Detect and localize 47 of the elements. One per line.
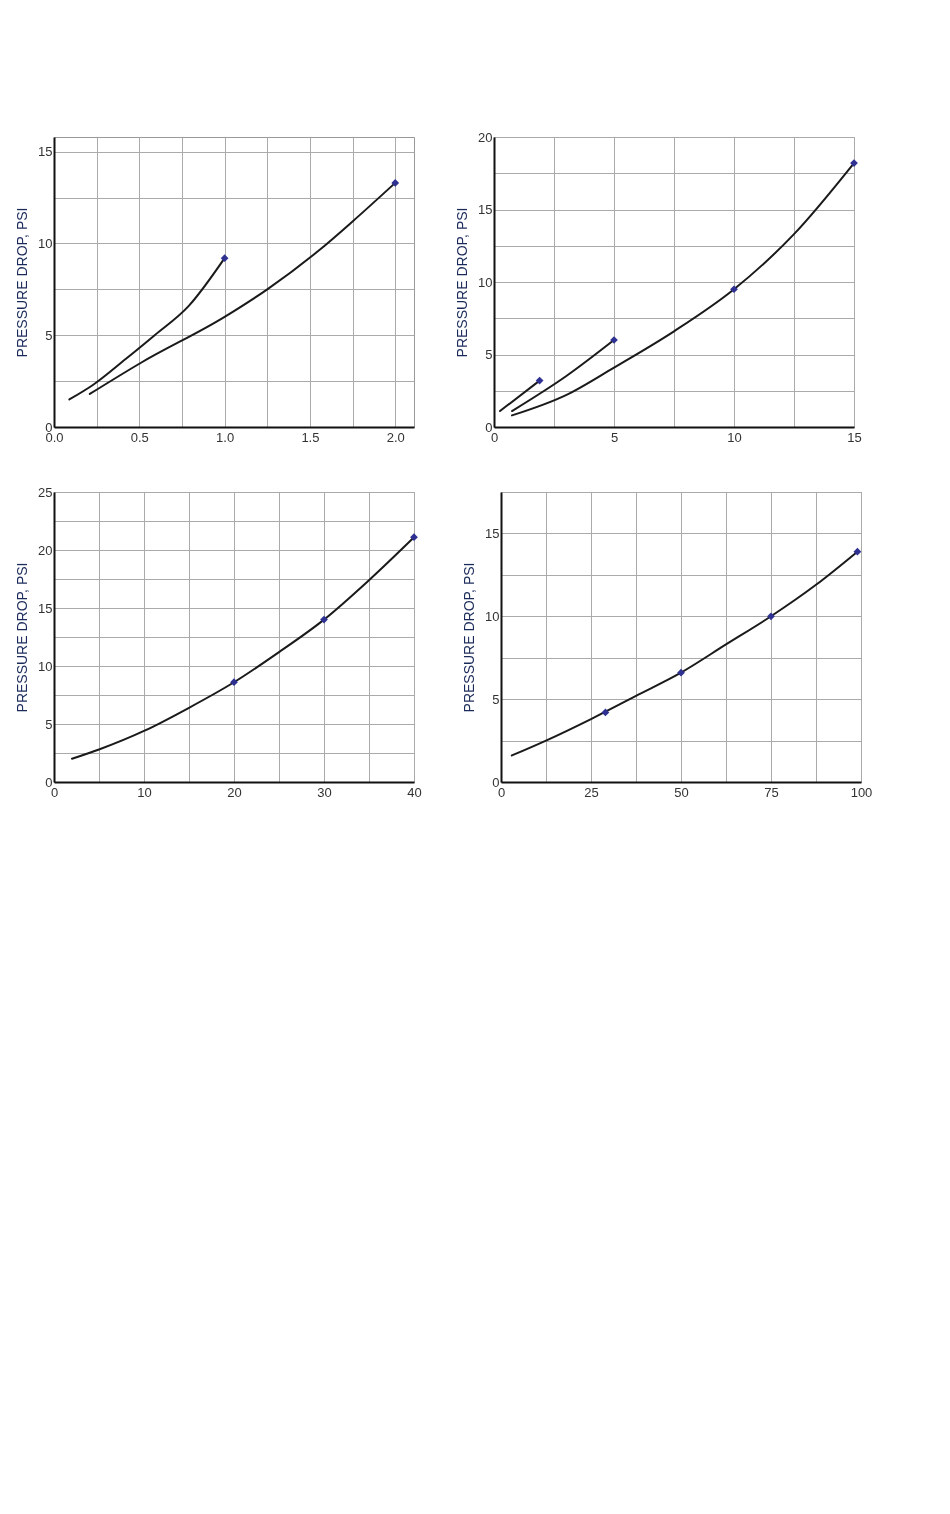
point (230, 678, 238, 687)
y-axis-title: PRESSURE DROP, PSI (454, 207, 471, 358)
point (410, 533, 418, 542)
x-tick-label: 25 (584, 784, 599, 800)
y-tick-label: 10 (485, 608, 500, 624)
x-tick-label: 2.0 (386, 429, 405, 445)
y-tick-label: 15 (38, 144, 53, 160)
y-axis-title: PRESSURE DROP, PSI (14, 207, 31, 358)
x-tick-label: 10 (137, 784, 152, 800)
y-tick-label: 0 (492, 774, 500, 790)
y-tick-label: 20 (38, 542, 53, 558)
y-tick-label: 10 (478, 274, 493, 290)
x-tick-label: 50 (674, 784, 689, 800)
y-tick-label: 15 (478, 202, 493, 217)
point (730, 285, 738, 294)
point (677, 668, 685, 677)
y-axis-title: PRESSURE DROP, PSI (14, 562, 31, 713)
point (853, 547, 862, 556)
y-tick-label: 5 (45, 327, 53, 343)
y-tick-label: 15 (485, 525, 500, 541)
x-tick-label: 0.5 (130, 429, 149, 445)
x-tick-label: 1.0 (216, 429, 235, 445)
x-tick-label: 10 (727, 429, 742, 445)
y-tick-label: 5 (45, 716, 53, 732)
x-tick-label: 100 (850, 784, 873, 800)
x-tick-label: 75 (764, 784, 779, 800)
point (320, 615, 328, 624)
y-tick-label: 10 (38, 235, 53, 251)
y-tick-label: 25 (38, 484, 53, 500)
y-tick-label: 0 (485, 419, 493, 435)
point (767, 612, 775, 621)
point (535, 376, 544, 385)
x-tick-label: 5 (610, 429, 619, 445)
x-tick-label: 15 (847, 429, 862, 445)
point (601, 708, 610, 717)
y-tick-label: 5 (485, 347, 493, 362)
y-tick-label: 0 (45, 774, 53, 790)
y-tick-label: 10 (38, 658, 53, 674)
y-tick-label: 15 (38, 600, 53, 616)
y-tick-label: 5 (492, 691, 500, 707)
line-series (88, 181, 397, 395)
x-tick-label: 40 (407, 784, 422, 800)
x-tick-label: 1.5 (301, 429, 320, 445)
x-tick-label: 20 (227, 784, 242, 800)
y-tick-label: 20 (478, 129, 493, 145)
x-tick-label: 30 (317, 784, 332, 800)
y-axis-title: PRESSURE DROP, PSI (461, 562, 478, 713)
